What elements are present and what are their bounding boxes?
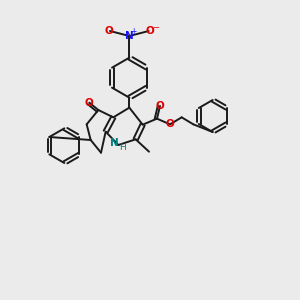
Text: H: H [119,142,126,152]
Text: +: + [130,28,136,37]
Text: O: O [166,119,174,129]
Text: O: O [156,101,164,111]
Text: N: N [110,138,118,148]
Text: N: N [125,31,134,41]
Text: O: O [145,26,154,36]
Text: −: − [152,23,159,32]
Text: O: O [85,98,94,108]
Text: O: O [105,26,113,36]
